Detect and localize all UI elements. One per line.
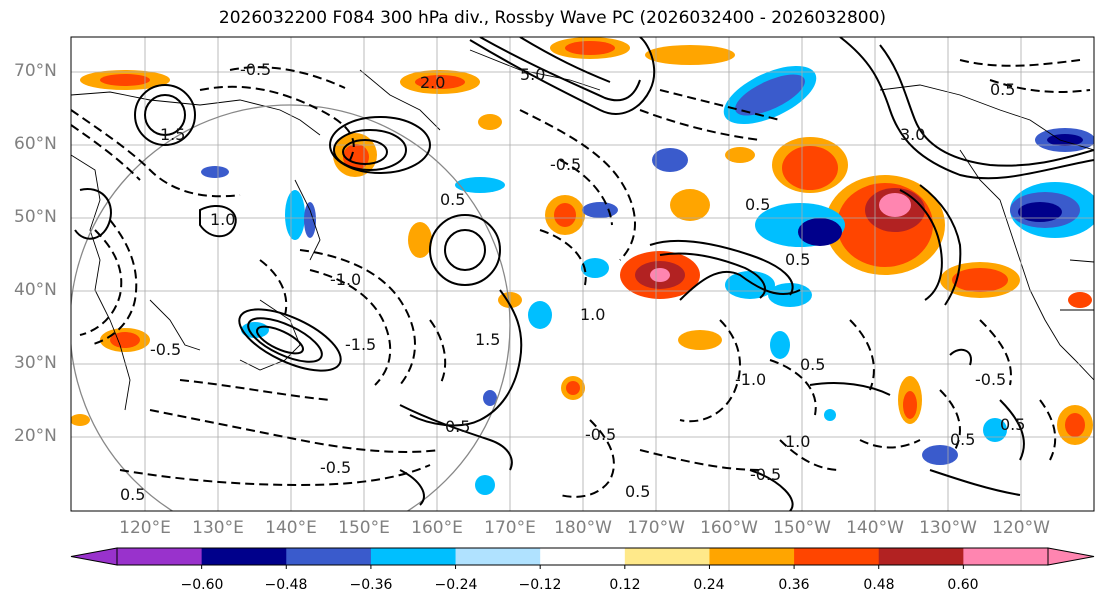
coastlines	[71, 49, 1094, 411]
contour-label: -0.5	[240, 60, 271, 79]
colorbar-tick-label: −0.60	[180, 577, 224, 593]
colorbar-frame	[116, 547, 1049, 566]
contour-label: 0.5	[950, 430, 975, 449]
lat-label: 50°N	[14, 207, 57, 227]
colorbar-segment	[117, 548, 203, 565]
dashed-contours	[71, 59, 1091, 498]
contour-labels: 2.0 5.0 1.5 -0.5 0.5 3.0 1.0 -1.0 0.5 -0…	[120, 60, 1025, 504]
contour-label: -1.0	[330, 270, 361, 289]
lon-label: 160°W	[700, 518, 758, 538]
colorbar-segment	[540, 548, 626, 565]
contour-label: -0.5	[150, 340, 181, 359]
lon-label: 140°E	[265, 518, 317, 538]
colorbar-segment	[963, 548, 1049, 565]
contour-label: -0.5	[550, 155, 581, 174]
contour-label: 1.0	[210, 210, 235, 229]
lon-label: 150°W	[773, 518, 831, 538]
contour-label: 2.0	[420, 73, 445, 92]
contour-label: -0.5	[585, 425, 616, 444]
colorbar-segment	[286, 548, 372, 565]
colorbar-segment	[455, 548, 541, 565]
colorbar-tick-label: −0.12	[518, 577, 562, 593]
contour-label: 0.5	[990, 80, 1015, 99]
lon-label: 120°W	[992, 518, 1050, 538]
solid-contours	[74, 37, 1094, 511]
contour-label: 1.5	[475, 330, 500, 349]
contour-label: 0.5	[800, 355, 825, 374]
positive-shading	[71, 37, 1093, 445]
contour-label: 0.5	[445, 417, 470, 436]
colorbar-segment	[709, 548, 795, 565]
contour-label: 0.5	[120, 485, 145, 504]
contour-label: 0.5	[440, 190, 465, 209]
colorbar-tick-label: 0.60	[947, 577, 979, 593]
colorbar-segment	[794, 548, 880, 565]
contour-label: 0.5	[745, 195, 770, 214]
lon-label: 150°E	[338, 518, 390, 538]
map-frame	[70, 36, 1095, 512]
contour-label: -1.0	[735, 370, 766, 389]
colorbar	[70, 547, 1095, 569]
colorbar-segment	[624, 548, 710, 565]
lon-label: 130°E	[192, 518, 244, 538]
contour-label: 0.5	[785, 250, 810, 269]
colorbar-segment	[878, 548, 964, 565]
contour-label: 5.0	[520, 65, 545, 84]
lon-label: 180°W	[554, 518, 612, 538]
lon-label: 120°E	[119, 518, 171, 538]
contour-label: 1.5	[160, 125, 185, 144]
map-title: 2026032200 F084 300 hPa div., Rossby Wav…	[218, 8, 887, 28]
lon-label: 130°W	[919, 518, 977, 538]
lat-label: 30°N	[14, 353, 57, 373]
lon-label: 140°W	[846, 518, 904, 538]
negative-shading	[201, 65, 1094, 495]
colorbar-tick-label: −0.36	[349, 577, 393, 593]
colorbar-segment	[201, 548, 287, 565]
lat-label: 70°N	[14, 61, 57, 81]
lon-label: 170°W	[627, 518, 685, 538]
map-plot-area: 2.0 5.0 1.5 -0.5 0.5 3.0 1.0 -1.0 0.5 -0…	[71, 37, 1094, 511]
colorbar-tick-label: 0.36	[778, 577, 810, 593]
contour-label: 0.5	[625, 482, 650, 501]
contour-label: 3.0	[900, 125, 925, 144]
lon-label: 170°E	[484, 518, 536, 538]
colorbar-tick-label: 0.24	[693, 577, 725, 593]
contour-label: -0.5	[320, 458, 351, 477]
contour-label: -1.5	[345, 335, 376, 354]
lon-label: 160°E	[411, 518, 463, 538]
lat-label: 20°N	[14, 426, 57, 446]
colorbar-tick-label: 0.12	[609, 577, 641, 593]
contour-label: 1.0	[580, 305, 605, 324]
colorbar-min-arrow	[70, 547, 118, 566]
lat-label: 60°N	[14, 134, 57, 154]
colorbar-segment	[370, 548, 457, 565]
contour-label: -0.5	[975, 370, 1006, 389]
lat-label: 40°N	[14, 280, 57, 300]
colorbar-tick-label: 0.48	[863, 577, 895, 593]
reference-circle	[71, 104, 511, 511]
colorbar-max-arrow	[1047, 547, 1095, 566]
colorbar-tick-label: −0.48	[264, 577, 308, 593]
colorbar-tick-label: −0.24	[434, 577, 478, 593]
contour-label: -0.5	[750, 465, 781, 484]
contour-label: 0.5	[1000, 415, 1025, 434]
contour-label: 1.0	[785, 432, 810, 451]
